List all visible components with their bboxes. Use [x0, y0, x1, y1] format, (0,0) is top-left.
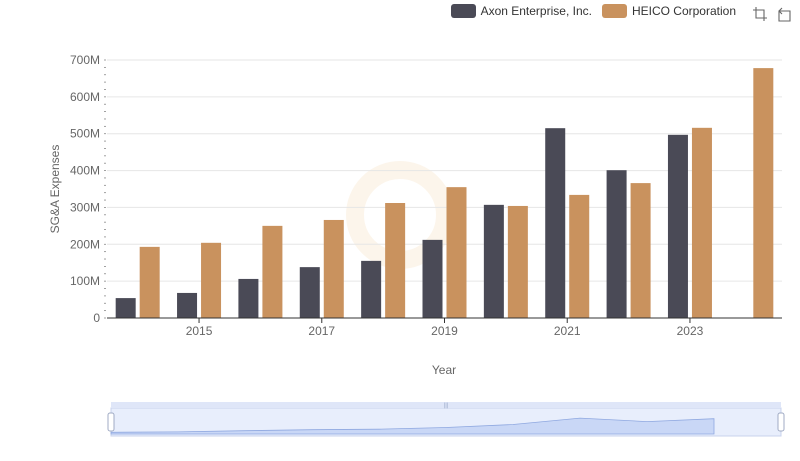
bar-axon-2015[interactable]	[177, 292, 198, 318]
legend-item-heico[interactable]: HEICO Corporation	[601, 4, 736, 18]
data-zoom-top-bar[interactable]	[111, 402, 781, 408]
legend-swatch-heico	[601, 4, 627, 18]
bar-heico-2024[interactable]	[753, 68, 774, 318]
legend: Axon Enterprise, Inc. HEICO Corporation	[450, 4, 736, 18]
x-tick-label: 2015	[186, 324, 213, 338]
bar-heico-2014[interactable]	[139, 246, 160, 318]
data-zoom-grip-icon: |||	[444, 403, 449, 409]
legend-label-axon: Axon Enterprise, Inc.	[480, 4, 592, 18]
bar-heico-2015[interactable]	[201, 242, 222, 318]
y-tick-label: 700M	[70, 53, 100, 67]
bar-heico-2022[interactable]	[630, 183, 651, 318]
zoom-select-icon[interactable]	[752, 6, 768, 22]
data-zoom-handle-left[interactable]	[107, 412, 115, 432]
y-tick-label: 100M	[70, 274, 100, 288]
bar-axon-2016[interactable]	[238, 278, 259, 318]
zoom-reset-icon[interactable]	[776, 6, 792, 22]
bar-axon-2014[interactable]	[115, 298, 136, 318]
bar-axon-2022[interactable]	[606, 170, 627, 318]
x-tick-label: 2023	[677, 324, 704, 338]
bar-heico-2021[interactable]	[569, 194, 590, 318]
y-tick-label: 400M	[70, 164, 100, 178]
x-tick-label: 2017	[308, 324, 335, 338]
toolbox	[752, 6, 792, 22]
bar-axon-2021[interactable]	[545, 128, 566, 318]
bar-heico-2017[interactable]	[323, 219, 344, 318]
bar-axon-2019[interactable]	[422, 239, 443, 318]
x-axis-label: Year	[432, 363, 456, 377]
x-tick-label: 2019	[431, 324, 458, 338]
bar-axon-2020[interactable]	[483, 204, 504, 318]
data-zoom-handle-right[interactable]	[777, 412, 785, 432]
bar-heico-2019[interactable]	[446, 187, 467, 318]
bar-axon-2023[interactable]	[667, 134, 688, 318]
y-axis-label: SG&A Expenses	[48, 145, 62, 234]
bar-heico-2016[interactable]	[262, 225, 283, 318]
data-zoom-preview-area	[110, 417, 715, 435]
bar-heico-2023[interactable]	[691, 127, 712, 319]
data-zoom-slider[interactable]: |||	[107, 402, 785, 437]
y-tick-label: 300M	[70, 200, 100, 214]
x-tick-label: 2021	[554, 324, 581, 338]
legend-label-heico: HEICO Corporation	[631, 4, 736, 18]
legend-swatch-axon	[450, 4, 476, 18]
bar-heico-2018[interactable]	[385, 203, 406, 318]
y-tick-label: 0	[93, 311, 100, 325]
bar-axon-2017[interactable]	[299, 267, 320, 318]
y-tick-label: 600M	[70, 90, 100, 104]
y-tick-label: 500M	[70, 127, 100, 141]
bar-heico-2020[interactable]	[507, 205, 528, 318]
legend-item-axon[interactable]: Axon Enterprise, Inc.	[450, 4, 592, 18]
bar-axon-2018[interactable]	[361, 260, 382, 318]
y-tick-label: 200M	[70, 237, 100, 251]
